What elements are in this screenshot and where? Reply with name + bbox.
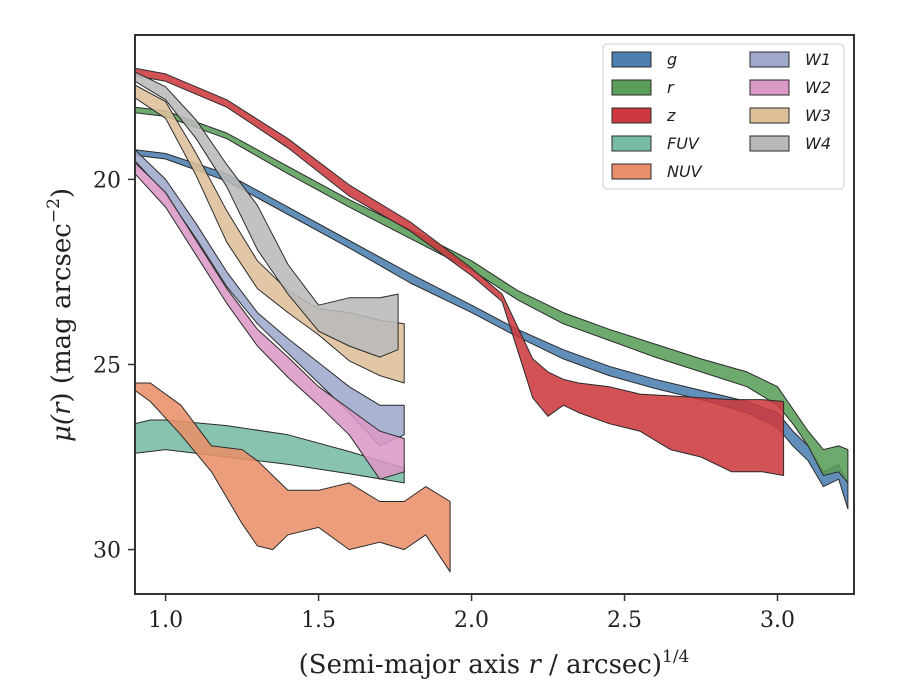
legend-swatch-w3	[749, 107, 790, 124]
y-tick-label: 25	[93, 353, 121, 378]
legend-label-g: g	[667, 50, 677, 69]
legend-swatch-w1	[749, 51, 790, 68]
x-axis-label: (Semi-major axis r / arcsec)1/4	[299, 647, 690, 680]
y-tick-label: 20	[93, 168, 121, 193]
plot-frame	[134, 34, 855, 595]
x-tick-label: 3.0	[760, 608, 795, 633]
x-tick-label: 1.5	[301, 608, 336, 633]
legend-label-r: r	[667, 78, 675, 97]
legend-swatch-w4	[749, 135, 790, 152]
legend-label-w3: W3	[805, 106, 831, 125]
x-tick-label: 1.0	[148, 608, 183, 633]
series-band-nuv	[135, 382, 451, 573]
tick-layer: 1.0 1.5 2.0 2.5 3.0 20 25 30	[93, 168, 795, 633]
y-tick-label: 30	[93, 539, 121, 564]
legend-label-w2: W2	[805, 78, 831, 97]
legend-swatch-w2	[749, 79, 790, 96]
legend: grz FUV NUV W1 W2 W3 W4	[602, 43, 845, 190]
legend-swatch-r	[611, 79, 652, 96]
legend-label-fuv: FUV	[667, 134, 700, 153]
x-tick-label: 2.5	[607, 608, 642, 633]
series-band-w4	[135, 71, 399, 358]
series-band-w1	[135, 149, 405, 447]
legend-label-w4: W4	[805, 134, 831, 153]
legend-swatch-nuv	[611, 163, 652, 180]
series-band-w2	[135, 162, 405, 480]
x-tick-label: 2.0	[454, 608, 489, 633]
series-band-g	[135, 149, 849, 510]
legend-swatch-g	[611, 51, 652, 68]
legend-label-w1: W1	[805, 50, 831, 69]
legend-label-z: z	[666, 106, 676, 125]
series-band-r	[135, 106, 849, 484]
y-axis-label: μ(r) (mag arcsec−2)	[44, 188, 77, 442]
legend-swatch-z	[611, 107, 652, 124]
series-layer	[135, 67, 849, 573]
legend-swatch-fuv	[611, 135, 652, 152]
legend-label-nuv: NUV	[667, 162, 703, 181]
series-band-z	[135, 67, 785, 476]
